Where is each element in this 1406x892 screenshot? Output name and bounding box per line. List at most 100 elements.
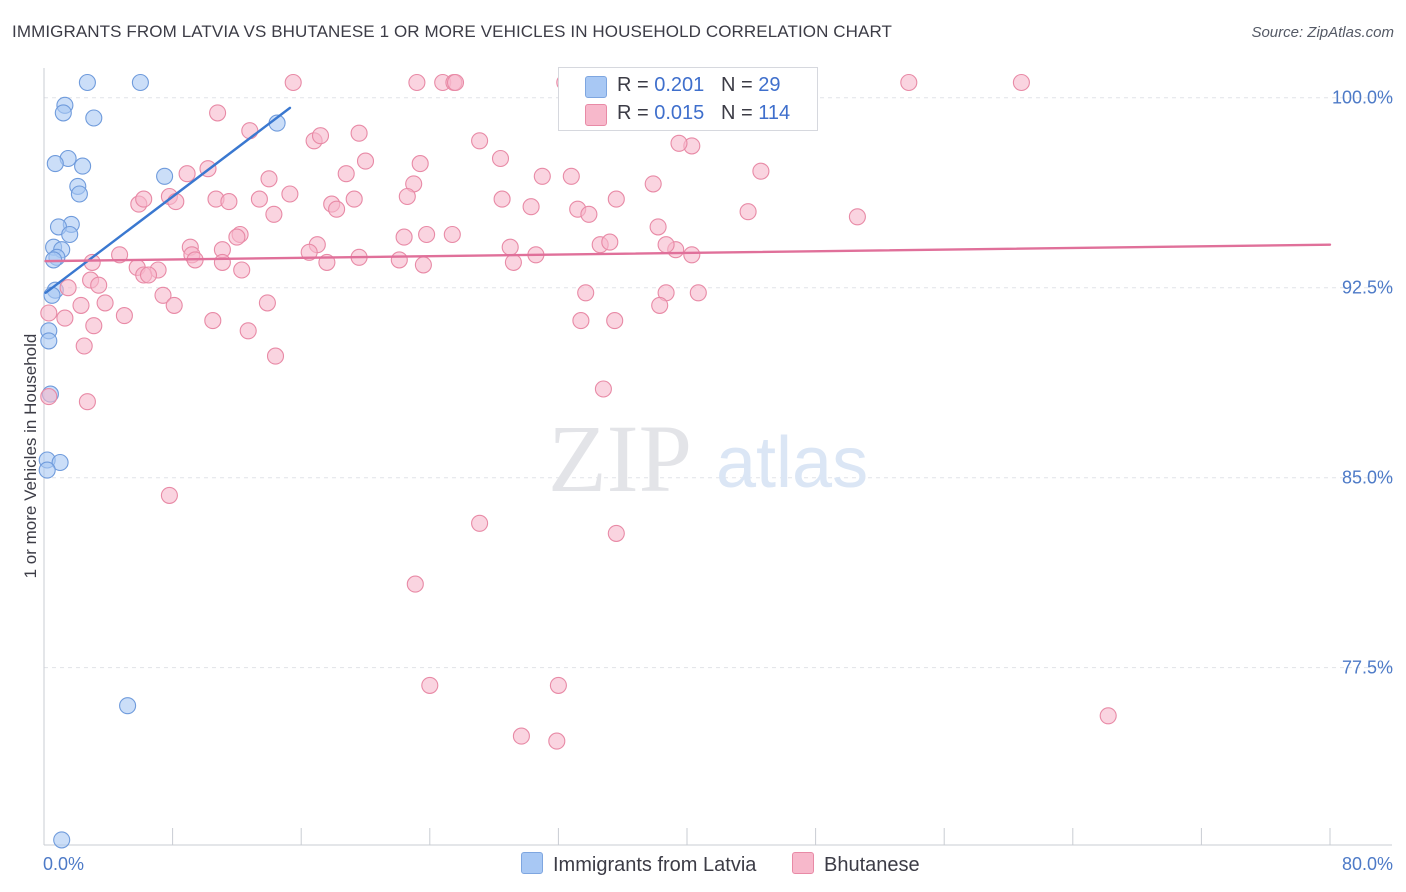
point-bhutanese — [241, 122, 259, 140]
bottom-legend-latvia: Immigrants from Latvia — [521, 852, 756, 877]
point-bhutanese — [504, 253, 522, 271]
point-bhutanese — [135, 190, 153, 208]
point-bhutanese — [72, 296, 90, 314]
point-bhutanese — [533, 167, 551, 185]
bottom-legend-swatch-latvia — [521, 852, 543, 874]
point-bhutanese — [443, 225, 461, 244]
point-latvia — [38, 461, 56, 479]
point-bhutanese — [471, 514, 489, 532]
point-bhutanese — [398, 187, 416, 206]
point-bhutanese — [522, 198, 540, 216]
legend-n-label: N = — [720, 102, 759, 124]
point-bhutanese — [657, 236, 675, 254]
point-bhutanese — [213, 253, 231, 271]
point-bhutanese — [572, 312, 590, 330]
point-bhutanese — [683, 246, 701, 264]
point-bhutanese — [281, 185, 299, 203]
x-tick-label: 0.0% — [43, 854, 84, 874]
point-bhutanese — [446, 73, 465, 92]
legend-n-value-bhutanese: 114 — [758, 102, 791, 124]
point-bhutanese — [644, 175, 662, 193]
point-bhutanese — [178, 165, 196, 183]
y-tick-label: 92.5% — [1342, 278, 1393, 298]
point-latvia — [40, 332, 58, 350]
point-bhutanese — [209, 104, 227, 122]
bottom-legend-swatch-bhutanese — [792, 852, 814, 874]
point-latvia — [61, 225, 79, 244]
point-bhutanese — [345, 190, 363, 208]
point-bhutanese — [165, 296, 183, 314]
point-bhutanese — [311, 127, 330, 145]
point-bhutanese — [580, 205, 598, 223]
legend-n-value-latvia: 29 — [758, 74, 781, 96]
gridlines — [44, 97, 1392, 669]
point-bhutanese — [670, 134, 688, 152]
point-latvia — [156, 167, 174, 185]
point-bhutanese — [752, 162, 770, 180]
point-bhutanese — [491, 149, 510, 168]
point-bhutanese — [75, 337, 93, 355]
point-bhutanese — [421, 676, 439, 694]
point-bhutanese — [1099, 707, 1117, 725]
point-bhutanese — [501, 238, 519, 256]
point-latvia — [131, 73, 149, 92]
point-latvia — [85, 109, 103, 127]
legend-r-label: R = — [617, 74, 655, 96]
legend-r-label: R = — [617, 102, 655, 124]
point-bhutanese — [40, 304, 58, 322]
point-bhutanese — [577, 284, 595, 302]
point-bhutanese — [512, 727, 530, 745]
bottom-legend-bhutanese: Bhutanese — [792, 852, 920, 877]
point-bhutanese — [471, 132, 489, 150]
point-bhutanese — [1012, 73, 1030, 92]
trend-line-bhutanese — [44, 243, 1332, 263]
point-bhutanese — [651, 296, 669, 314]
point-bhutanese — [493, 190, 511, 208]
point-bhutanese — [284, 73, 302, 92]
point-bhutanese — [549, 676, 567, 694]
watermark-atlas: atlas — [716, 423, 868, 503]
point-bhutanese — [228, 228, 246, 246]
point-bhutanese — [233, 261, 251, 279]
point-bhutanese — [418, 225, 436, 244]
point-bhutanese — [239, 322, 257, 340]
legend-swatch-latvia — [585, 76, 607, 98]
y-axis-label: 1 or more Vehicles in Household — [21, 334, 40, 579]
point-bhutanese — [395, 228, 413, 246]
point-bhutanese — [220, 193, 238, 211]
point-bhutanese — [350, 124, 368, 142]
point-bhutanese — [607, 524, 625, 542]
point-bhutanese — [266, 347, 285, 365]
point-latvia — [43, 286, 61, 304]
point-bhutanese — [414, 256, 432, 274]
point-bhutanese — [594, 380, 612, 398]
point-latvia — [74, 157, 92, 175]
point-bhutanese — [548, 732, 566, 750]
trend-lines — [44, 106, 1332, 294]
point-bhutanese — [900, 73, 918, 92]
point-bhutanese — [601, 233, 619, 251]
point-bhutanese — [111, 246, 129, 264]
point-bhutanese — [390, 251, 408, 269]
bottom-legend: Immigrants from Latvia Bhutanese — [0, 852, 1406, 878]
point-bhutanese — [167, 193, 185, 211]
point-bhutanese — [356, 152, 375, 170]
point-bhutanese — [96, 294, 114, 312]
bottom-legend-label-bhutanese: Bhutanese — [824, 854, 920, 876]
point-latvia — [78, 73, 96, 92]
point-bhutanese — [689, 284, 707, 302]
point-bhutanese — [739, 203, 757, 221]
y-tick-label: 77.5% — [1342, 658, 1393, 678]
point-bhutanese — [250, 190, 268, 208]
legend-n-label: N = — [720, 74, 759, 96]
point-latvia — [119, 697, 137, 715]
point-bhutanese — [115, 307, 133, 325]
chart-title: IMMIGRANTS FROM LATVIA VS BHUTANESE 1 OR… — [12, 22, 893, 41]
point-bhutanese — [85, 317, 103, 335]
point-latvia — [53, 831, 71, 849]
point-bhutanese — [90, 276, 108, 294]
point-bhutanese — [408, 73, 426, 92]
point-bhutanese — [260, 170, 278, 188]
point-bhutanese — [154, 286, 172, 304]
